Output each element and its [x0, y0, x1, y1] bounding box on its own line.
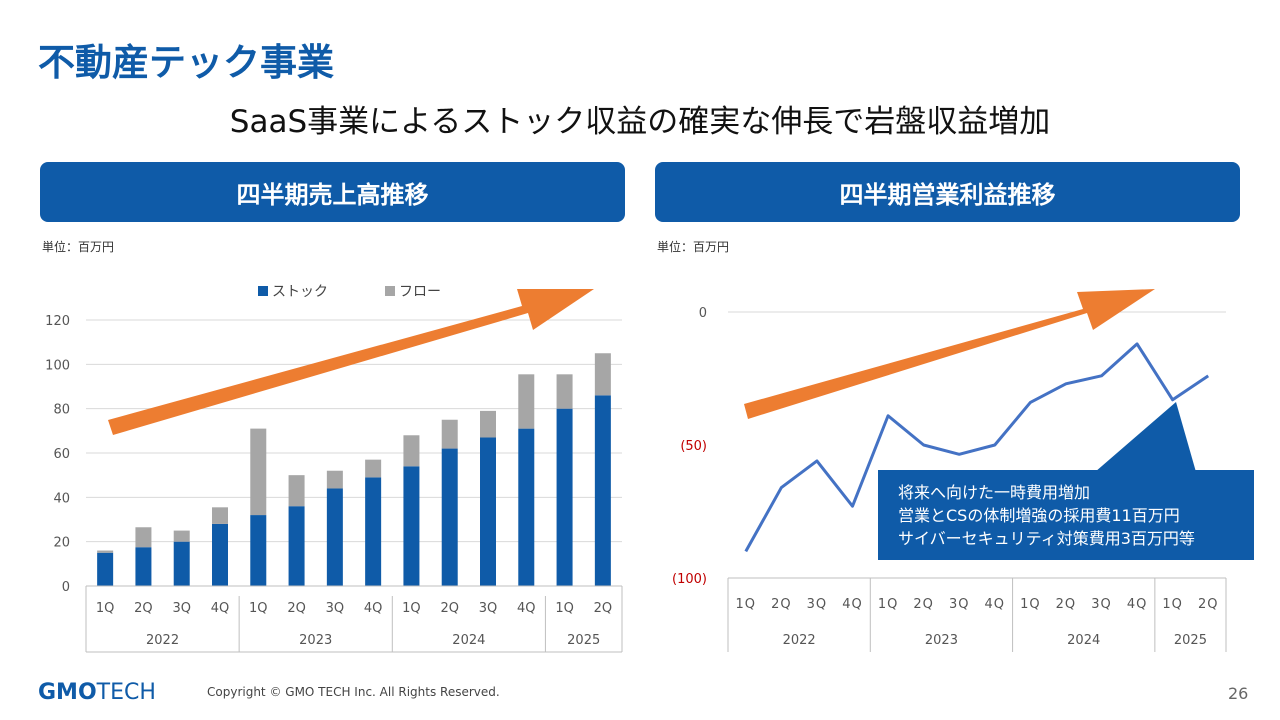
line-year-label: 2022 [783, 633, 816, 648]
bar-stock [173, 541, 190, 586]
bar-x-tick-label: 2Q [287, 601, 306, 616]
bar-stock [403, 466, 420, 586]
bar-year-label: 2022 [146, 633, 179, 648]
callout-line-1: 将来へ向けた一時費用増加 [898, 483, 1091, 502]
bar-x-tick-label: 2Q [134, 601, 153, 616]
bar-year-label: 2025 [567, 633, 600, 648]
callout-box: 将来へ向けた一時費用増加 営業とCSの体制増強の採用費11百万円 サイバーセキュ… [878, 470, 1254, 560]
line-x-tick-label: 4Q [985, 597, 1006, 612]
line-y-tick-label: 0 [699, 306, 707, 321]
bar-x-tick-label: 3Q [172, 601, 191, 616]
left-panel-header: 四半期売上高推移 [40, 162, 625, 222]
bar-stock [326, 488, 343, 586]
line-year-label: 2023 [925, 633, 958, 648]
bar-flow [403, 435, 420, 467]
bar-y-tick-label: 60 [53, 447, 70, 462]
bar-flow [326, 470, 343, 489]
line-year-label: 2025 [1174, 633, 1207, 648]
bar-flow [173, 530, 190, 542]
bar-x-tick-label: 1Q [555, 601, 574, 616]
bar-flow [135, 527, 152, 548]
bar-stock [212, 523, 228, 586]
bar-x-tick-label: 4Q [517, 601, 536, 616]
right-unit-label: 単位：百万円 [657, 240, 730, 254]
line-x-tick-label: 3Q [1091, 597, 1112, 612]
bar-y-tick-label: 0 [62, 580, 70, 595]
bar-x-tick-label: 4Q [211, 601, 230, 616]
bar-flow [288, 475, 305, 507]
bar-flow [556, 374, 573, 409]
bar-flow [250, 428, 267, 516]
bar-x-tick-label: 1Q [402, 601, 421, 616]
callout-line-3: サイバーセキュリティ対策費用3百万円等 [898, 529, 1195, 548]
line-y-tick-label: (50) [680, 439, 707, 454]
bar-stock [288, 506, 305, 586]
line-x-tick-label: 1Q [1020, 597, 1041, 612]
bar-year-label: 2024 [452, 633, 485, 648]
line-x-tick-label: 1Q [1162, 597, 1183, 612]
legend-swatch [258, 286, 268, 296]
bar-x-tick-label: 2Q [594, 601, 613, 616]
bar-stock [250, 515, 267, 586]
bar-stock [365, 477, 382, 586]
bar-flow [97, 550, 114, 553]
trend-arrow-left [108, 289, 594, 435]
bar-x-tick-label: 3Q [326, 601, 345, 616]
trend-arrow-right [744, 289, 1155, 419]
page-number: 26 [1228, 684, 1249, 703]
bar-flow [441, 419, 458, 449]
bar-x-tick-label: 1Q [96, 601, 115, 616]
bar-year-label: 2023 [299, 633, 332, 648]
line-y-tick-label: (100) [672, 572, 707, 587]
line-x-tick-label: 1Q [878, 597, 899, 612]
line-x-tick-label: 2Q [1056, 597, 1077, 612]
bar-flow [365, 459, 382, 478]
line-x-tick-label: 4Q [842, 597, 863, 612]
callout-line-2: 営業とCSの体制増強の採用費11百万円 [898, 506, 1180, 525]
bar-flow [518, 374, 535, 429]
profit-line-chart: 0 (50) (100) 1Q 2Q 3Q 4Q 1Q 2Q 3Q 4Q 1Q 2Q 3Q 4Q 1Q 2Q 20… [672, 289, 1227, 652]
line-x-tick-label: 2Q [1198, 597, 1219, 612]
bar-y-tick-label: 100 [45, 358, 70, 373]
line-x-tick-label: 4Q [1127, 597, 1148, 612]
bar-flow [480, 410, 496, 438]
legend-label: ストック [272, 284, 328, 300]
bar-stock [594, 395, 611, 586]
bar-x-tick-label: 3Q [479, 601, 498, 616]
legend-swatch [385, 286, 395, 296]
bar-stock [135, 547, 152, 586]
page-subtitle: SaaS事業によるストック収益の確実な伸長で岩盤収益増加 [229, 104, 1051, 140]
bar-x-tick-label: 1Q [249, 601, 268, 616]
bar-x-tick-label: 2Q [440, 601, 459, 616]
bar-stock [480, 437, 496, 586]
bar-y-tick-label: 120 [45, 314, 70, 329]
line-year-label: 2024 [1067, 633, 1100, 648]
right-panel-header: 四半期営業利益推移 [655, 162, 1240, 222]
line-x-tick-label: 1Q [736, 597, 757, 612]
copyright-text: Copyright © GMO TECH Inc. All Rights Res… [207, 685, 500, 699]
bar-stock [97, 552, 114, 586]
bar-y-tick-label: 20 [53, 536, 70, 551]
bar-stock [441, 448, 458, 586]
line-x-tick-label: 2Q [913, 597, 934, 612]
bar-stock [518, 428, 535, 586]
bar-flow [212, 507, 228, 524]
legend-label: フロー [399, 284, 441, 300]
sales-bar-chart: 0 20 40 60 80 100 120 1Q 2Q 3Q 4Q 1Q 2Q 3Q 4Q 1Q 2Q 3Q 4Q 1… [45, 284, 623, 653]
bar-y-tick-label: 40 [53, 491, 70, 506]
left-unit-label: 単位：百万円 [42, 240, 115, 254]
bar-y-tick-label: 80 [53, 403, 70, 418]
profit-line [744, 342, 1210, 553]
bar-x-tick-label: 4Q [364, 601, 383, 616]
bar-stock [556, 408, 573, 586]
gmo-tech-logo: GMOTECH [38, 680, 156, 705]
line-x-tick-label: 2Q [771, 597, 792, 612]
bar-flow [594, 353, 611, 396]
page-title: 不動産テック事業 [38, 41, 334, 84]
callout-pointer [1095, 402, 1196, 472]
line-x-tick-label: 3Q [949, 597, 970, 612]
line-x-tick-label: 3Q [807, 597, 828, 612]
